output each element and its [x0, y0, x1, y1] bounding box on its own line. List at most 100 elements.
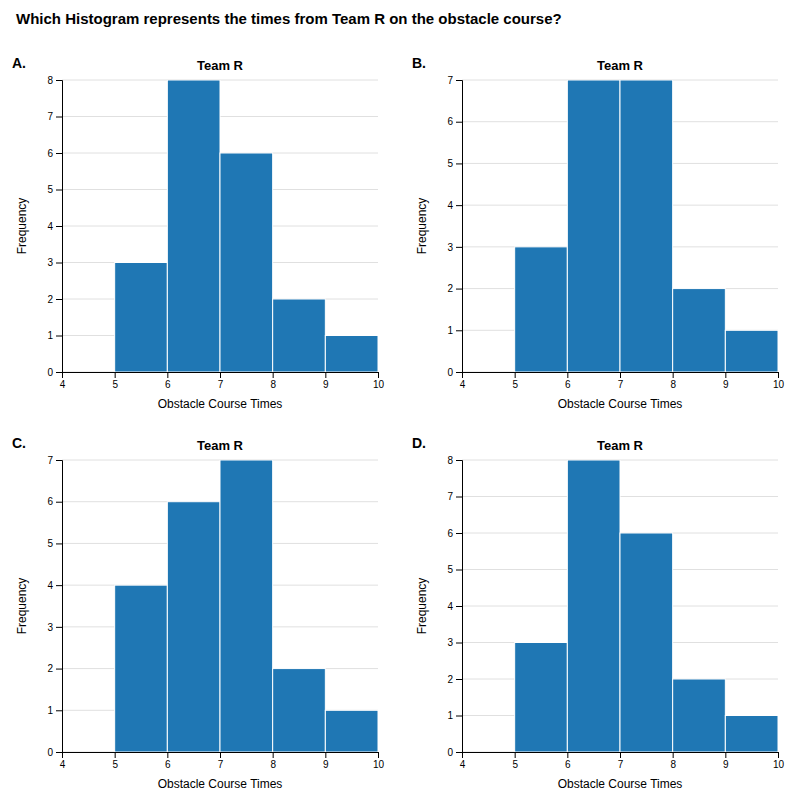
y-tick-mark: [456, 289, 462, 290]
x-tick: 6: [165, 752, 171, 770]
y-tick: 8: [47, 75, 62, 86]
y-tick-label: 5: [47, 538, 53, 549]
y-tick: 4: [447, 200, 462, 211]
y-tick-mark: [456, 460, 462, 461]
bars: [115, 80, 378, 372]
y-tick: 3: [47, 622, 62, 633]
annotation: B.: [412, 55, 426, 71]
x-axis-line: [63, 373, 379, 379]
x-tick-label: 8: [270, 759, 276, 770]
y-axis-line: [456, 461, 463, 753]
x-tick-label: 8: [270, 379, 276, 390]
y-tick: 7: [447, 75, 462, 86]
chart: 45678910012345678Obstacle Course TimesFr…: [12, 55, 384, 411]
y-tick-mark: [456, 643, 462, 644]
bar: [220, 460, 273, 752]
y-axis: 012345678: [47, 75, 62, 378]
y-tick: 6: [447, 116, 462, 127]
y-tick: 5: [47, 538, 62, 549]
y-tick-label: 0: [447, 367, 453, 378]
y-tick-mark: [56, 752, 62, 753]
x-tick-label: 7: [618, 379, 624, 390]
x-tick-label: 9: [323, 379, 329, 390]
x-tick-mark: [567, 372, 568, 378]
bar: [515, 643, 568, 753]
bar: [115, 263, 168, 373]
y-tick-mark: [56, 117, 62, 118]
x-tick-mark: [220, 752, 221, 758]
x-tick-label: 10: [773, 759, 785, 770]
y-axis-line: [56, 461, 63, 753]
x-tick: 8: [270, 372, 276, 390]
bar: [567, 460, 620, 752]
y-tick-mark: [456, 679, 462, 680]
y-tick-label: 2: [447, 674, 453, 685]
chart-title: Team R: [197, 438, 244, 453]
x-tick-label: 5: [512, 759, 518, 770]
y-axis-line: [456, 81, 463, 373]
x-tick-mark: [778, 372, 779, 378]
y-tick-label: 3: [447, 242, 453, 253]
x-tick: 4: [460, 752, 466, 770]
x-tick: 5: [512, 752, 518, 770]
y-tick-label: 2: [447, 283, 453, 294]
y-tick-mark: [56, 153, 62, 154]
y-tick-mark: [56, 80, 62, 81]
chart: 45678910012345678Obstacle Course TimesFr…: [412, 435, 784, 791]
y-tick-label: 5: [447, 158, 453, 169]
y-tick: 3: [47, 257, 62, 268]
y-tick: 5: [447, 564, 462, 575]
y-tick-label: 7: [47, 111, 53, 122]
x-axis: 45678910: [60, 372, 385, 390]
x-tick-label: 7: [218, 759, 224, 770]
x-tick-label: 5: [512, 379, 518, 390]
y-tick-label: 3: [47, 622, 53, 633]
x-tick-label: 8: [670, 379, 676, 390]
bar: [115, 585, 168, 752]
bar: [220, 153, 273, 372]
x-tick: 6: [565, 372, 571, 390]
x-tick-mark: [620, 372, 621, 378]
x-tick: 10: [773, 372, 785, 390]
y-tick-mark: [456, 122, 462, 123]
x-tick-mark: [167, 372, 168, 378]
chart: 4567891001234567Obstacle Course TimesFre…: [412, 55, 784, 411]
y-tick-mark: [456, 372, 462, 373]
bar: [325, 336, 378, 373]
y-tick-label: 8: [447, 455, 453, 466]
x-tick: 10: [373, 372, 385, 390]
x-axis: 45678910: [60, 752, 385, 770]
y-tick: 6: [47, 496, 62, 507]
x-tick-label: 4: [60, 379, 66, 390]
y-tick-mark: [56, 263, 62, 264]
y-tick-mark: [56, 710, 62, 711]
bar: [325, 710, 378, 752]
x-tick: 5: [112, 752, 118, 770]
x-tick-label: 6: [165, 379, 171, 390]
x-tick-label: 9: [723, 759, 729, 770]
x-tick-label: 9: [323, 759, 329, 770]
x-axis-title: Obstacle Course Times: [558, 777, 683, 791]
y-tick-mark: [56, 460, 62, 461]
y-tick-mark: [56, 226, 62, 227]
x-tick: 10: [773, 752, 785, 770]
x-tick-label: 5: [112, 379, 118, 390]
y-tick: 2: [447, 674, 462, 685]
x-tick: 9: [723, 372, 729, 390]
y-axis: 01234567: [47, 455, 62, 758]
bars: [515, 80, 778, 372]
x-tick-mark: [515, 752, 516, 758]
y-tick-label: 6: [447, 116, 453, 127]
x-tick: 4: [60, 752, 66, 770]
y-tick: 6: [447, 528, 462, 539]
y-tick: 2: [447, 283, 462, 294]
x-axis-line: [63, 753, 379, 759]
annotation: A.: [12, 55, 26, 71]
x-tick-mark: [115, 752, 116, 758]
x-tick-mark: [115, 372, 116, 378]
x-tick: 4: [60, 372, 66, 390]
grid: [462, 80, 778, 372]
y-axis-title: Frequency: [15, 578, 29, 635]
x-tick-mark: [725, 752, 726, 758]
y-tick-label: 2: [47, 294, 53, 305]
